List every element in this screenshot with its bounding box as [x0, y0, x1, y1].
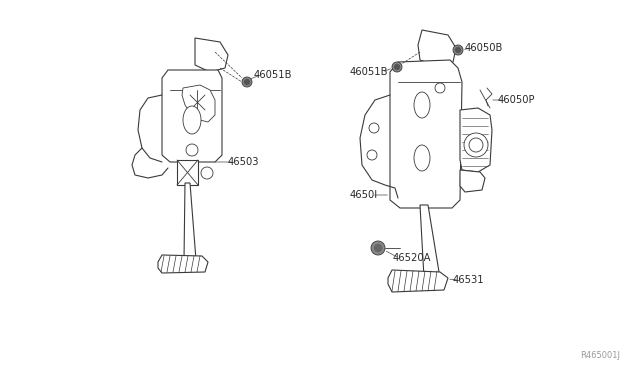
Polygon shape: [177, 160, 198, 185]
Circle shape: [464, 133, 488, 157]
Circle shape: [453, 45, 463, 55]
Text: R465001J: R465001J: [580, 351, 620, 360]
Circle shape: [394, 64, 400, 70]
Circle shape: [435, 83, 445, 93]
Circle shape: [369, 123, 379, 133]
Text: 46520A: 46520A: [393, 253, 431, 263]
Circle shape: [469, 138, 483, 152]
Text: 4650I: 4650I: [350, 190, 378, 200]
Ellipse shape: [183, 106, 201, 134]
Circle shape: [242, 77, 252, 87]
Polygon shape: [182, 85, 215, 122]
Polygon shape: [418, 30, 456, 66]
Circle shape: [392, 62, 402, 72]
Text: 46531: 46531: [453, 275, 484, 285]
Circle shape: [244, 79, 250, 85]
Circle shape: [367, 150, 377, 160]
Polygon shape: [388, 270, 448, 292]
Circle shape: [371, 241, 385, 255]
Ellipse shape: [414, 145, 430, 171]
Polygon shape: [390, 60, 462, 208]
Polygon shape: [184, 183, 196, 265]
Text: 46050P: 46050P: [498, 95, 536, 105]
Polygon shape: [460, 108, 492, 172]
Circle shape: [455, 47, 461, 53]
Polygon shape: [195, 38, 228, 72]
Polygon shape: [420, 205, 440, 283]
Circle shape: [201, 167, 213, 179]
Circle shape: [374, 244, 382, 252]
Polygon shape: [162, 70, 222, 162]
Text: 46050B: 46050B: [465, 43, 504, 53]
Text: 46503: 46503: [228, 157, 259, 167]
Circle shape: [186, 144, 198, 156]
Text: 46051B: 46051B: [254, 70, 292, 80]
Polygon shape: [460, 170, 485, 192]
Polygon shape: [158, 255, 208, 273]
Ellipse shape: [414, 92, 430, 118]
Text: 46051B: 46051B: [349, 67, 388, 77]
